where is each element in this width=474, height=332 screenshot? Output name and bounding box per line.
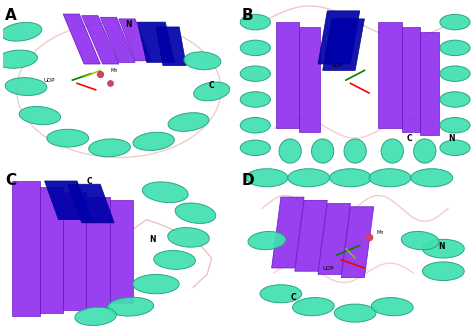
Polygon shape: [272, 197, 304, 268]
Ellipse shape: [422, 262, 464, 281]
Polygon shape: [63, 14, 100, 64]
Polygon shape: [100, 17, 135, 62]
Ellipse shape: [5, 78, 47, 96]
Ellipse shape: [107, 297, 154, 316]
Ellipse shape: [0, 50, 37, 68]
Ellipse shape: [248, 231, 286, 250]
Polygon shape: [295, 200, 327, 271]
Ellipse shape: [381, 139, 403, 163]
Polygon shape: [68, 184, 114, 223]
Polygon shape: [119, 19, 151, 61]
Ellipse shape: [19, 107, 61, 124]
Polygon shape: [378, 22, 401, 128]
Text: C: C: [86, 177, 92, 186]
Ellipse shape: [369, 169, 411, 187]
Ellipse shape: [329, 169, 372, 187]
Ellipse shape: [168, 228, 209, 247]
Text: UDP: UDP: [323, 266, 334, 271]
Ellipse shape: [184, 52, 221, 70]
Text: Mn: Mn: [110, 68, 118, 73]
Ellipse shape: [142, 182, 188, 203]
Point: [365, 235, 373, 240]
Ellipse shape: [440, 40, 470, 56]
Ellipse shape: [440, 66, 470, 81]
Ellipse shape: [440, 140, 470, 155]
Text: UDP: UDP: [44, 78, 55, 83]
Ellipse shape: [292, 297, 334, 316]
Ellipse shape: [240, 140, 271, 155]
Polygon shape: [137, 22, 174, 62]
Polygon shape: [420, 32, 439, 135]
Text: D: D: [241, 173, 254, 188]
Ellipse shape: [246, 169, 288, 187]
Text: N: N: [448, 134, 455, 143]
Polygon shape: [300, 27, 320, 132]
Text: C: C: [5, 173, 16, 188]
Ellipse shape: [89, 139, 130, 157]
Polygon shape: [86, 197, 109, 307]
Ellipse shape: [260, 285, 302, 303]
Polygon shape: [109, 200, 133, 303]
Ellipse shape: [311, 139, 334, 163]
Polygon shape: [12, 181, 40, 316]
Text: C: C: [406, 134, 412, 143]
Ellipse shape: [168, 113, 209, 131]
Ellipse shape: [154, 251, 195, 269]
Polygon shape: [318, 204, 350, 275]
Ellipse shape: [47, 129, 89, 147]
Point: [106, 81, 113, 86]
Text: N: N: [439, 242, 445, 251]
Polygon shape: [318, 11, 360, 64]
Ellipse shape: [401, 231, 439, 250]
Polygon shape: [276, 22, 300, 128]
Ellipse shape: [414, 139, 436, 163]
Ellipse shape: [175, 203, 216, 223]
Ellipse shape: [240, 92, 271, 107]
Ellipse shape: [422, 239, 464, 258]
Ellipse shape: [279, 139, 301, 163]
Polygon shape: [40, 188, 63, 313]
Ellipse shape: [194, 82, 230, 101]
Ellipse shape: [372, 297, 413, 316]
Ellipse shape: [1, 23, 42, 41]
Ellipse shape: [75, 307, 117, 325]
Ellipse shape: [440, 92, 470, 107]
Ellipse shape: [440, 118, 470, 133]
Ellipse shape: [334, 304, 376, 322]
Ellipse shape: [240, 118, 271, 133]
Ellipse shape: [440, 14, 470, 30]
Polygon shape: [82, 16, 119, 64]
Text: UDP: UDP: [332, 63, 344, 68]
Ellipse shape: [344, 139, 366, 163]
Text: A: A: [5, 8, 17, 23]
Ellipse shape: [240, 66, 271, 81]
Ellipse shape: [240, 14, 271, 30]
Polygon shape: [323, 19, 365, 70]
Text: C: C: [209, 81, 215, 90]
Ellipse shape: [133, 132, 174, 150]
Text: B: B: [241, 8, 253, 23]
Polygon shape: [341, 207, 374, 278]
Text: Mn: Mn: [376, 230, 383, 235]
Polygon shape: [401, 27, 420, 132]
Text: N: N: [149, 235, 155, 244]
Polygon shape: [156, 27, 186, 66]
Ellipse shape: [240, 40, 271, 56]
Ellipse shape: [411, 169, 453, 187]
Polygon shape: [63, 192, 86, 310]
Point: [97, 71, 104, 76]
Text: N: N: [125, 20, 131, 29]
Ellipse shape: [133, 275, 179, 294]
Text: C: C: [290, 293, 296, 302]
Polygon shape: [45, 181, 91, 220]
Ellipse shape: [288, 169, 329, 187]
